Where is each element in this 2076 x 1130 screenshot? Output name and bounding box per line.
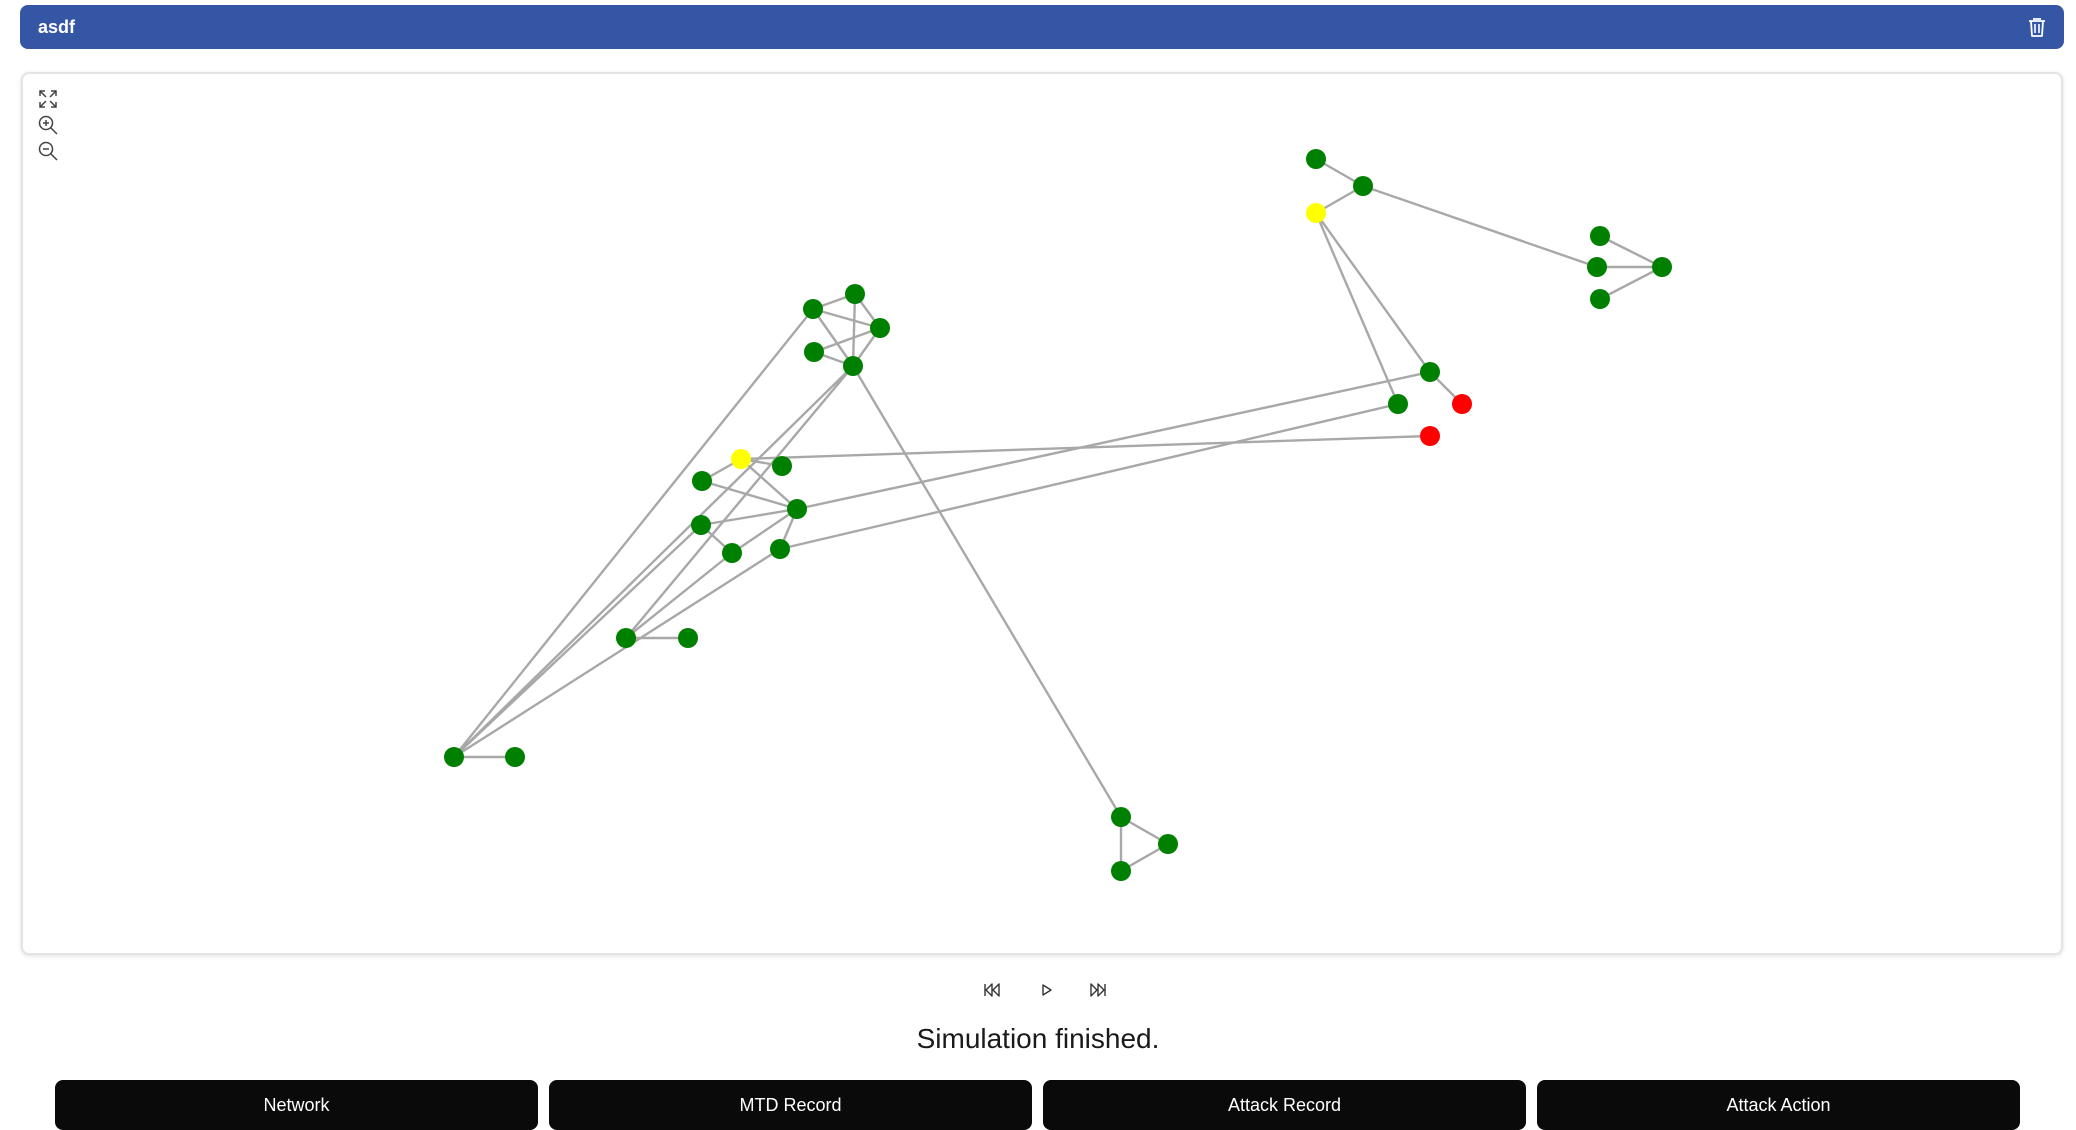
graph-edge bbox=[453, 365, 854, 758]
graph-node[interactable] bbox=[1420, 362, 1440, 382]
tab-attack-record[interactable]: Attack Record bbox=[1043, 1080, 1526, 1130]
graph-node[interactable] bbox=[692, 471, 712, 491]
graph-node[interactable] bbox=[1590, 289, 1610, 309]
zoom-out-icon[interactable] bbox=[37, 140, 59, 162]
graph-node-warning[interactable] bbox=[731, 449, 751, 469]
graph-edge bbox=[740, 458, 798, 510]
graph-edge bbox=[731, 508, 798, 554]
tab-mtd-record[interactable]: MTD Record bbox=[549, 1080, 1032, 1130]
graph-node[interactable] bbox=[772, 456, 792, 476]
graph-edge bbox=[796, 370, 1431, 511]
graph-node[interactable] bbox=[870, 318, 890, 338]
graph-edge bbox=[453, 524, 702, 758]
graph-node[interactable] bbox=[444, 747, 464, 767]
network-graph-panel bbox=[21, 72, 2063, 955]
tab-attack-action[interactable]: Attack Action bbox=[1537, 1080, 2020, 1130]
skip-forward-icon[interactable] bbox=[1086, 978, 1110, 1002]
graph-edge bbox=[813, 326, 881, 354]
scenario-header: asdf bbox=[20, 5, 2064, 49]
graph-edge bbox=[779, 402, 1399, 551]
graph-node[interactable] bbox=[770, 539, 790, 559]
graph-node[interactable] bbox=[1388, 394, 1408, 414]
graph-node[interactable] bbox=[1353, 176, 1373, 196]
skip-back-icon[interactable] bbox=[980, 978, 1004, 1002]
graph-edge bbox=[701, 479, 798, 511]
graph-edge bbox=[625, 552, 733, 639]
play-icon[interactable] bbox=[1034, 978, 1058, 1002]
graph-node[interactable] bbox=[616, 628, 636, 648]
graph-edge bbox=[851, 293, 857, 367]
graph-node[interactable] bbox=[787, 499, 807, 519]
graph-node[interactable] bbox=[843, 356, 863, 376]
network-graph[interactable] bbox=[23, 74, 2061, 953]
graph-node[interactable] bbox=[845, 284, 865, 304]
graph-node[interactable] bbox=[1111, 861, 1131, 881]
tab-network[interactable]: Network bbox=[55, 1080, 538, 1130]
graph-edge bbox=[1599, 265, 1663, 301]
graph-edge bbox=[1314, 212, 1400, 405]
graph-node[interactable] bbox=[1590, 226, 1610, 246]
graph-node[interactable] bbox=[1158, 834, 1178, 854]
graph-edge bbox=[1599, 234, 1663, 269]
graph-node-compromised[interactable] bbox=[1420, 426, 1440, 446]
graph-node[interactable] bbox=[804, 342, 824, 362]
graph-edge bbox=[453, 547, 781, 759]
graph-node[interactable] bbox=[722, 543, 742, 563]
zoom-in-icon[interactable] bbox=[37, 114, 59, 136]
graph-edge bbox=[1315, 212, 1431, 373]
graph-edge bbox=[851, 365, 1123, 818]
graph-node[interactable] bbox=[1652, 257, 1672, 277]
simulation-status: Simulation finished. bbox=[916, 1023, 1160, 1054]
fullscreen-icon[interactable] bbox=[37, 88, 59, 110]
scenario-title: asdf bbox=[38, 17, 76, 37]
graph-node[interactable] bbox=[803, 299, 823, 319]
graph-node[interactable] bbox=[691, 515, 711, 535]
graph-node[interactable] bbox=[505, 747, 525, 767]
graph-edge bbox=[625, 365, 854, 639]
graph-edge bbox=[1362, 184, 1598, 269]
graph-node-warning[interactable] bbox=[1306, 203, 1326, 223]
graph-node-compromised[interactable] bbox=[1452, 394, 1472, 414]
trash-icon[interactable] bbox=[2026, 16, 2048, 38]
graph-edge bbox=[812, 307, 881, 330]
graph-edge bbox=[453, 308, 814, 758]
graph-node[interactable] bbox=[1306, 149, 1326, 169]
graph-edge bbox=[812, 308, 854, 367]
graph-edge bbox=[700, 507, 798, 527]
graph-node[interactable] bbox=[1111, 807, 1131, 827]
graph-node[interactable] bbox=[1587, 257, 1607, 277]
graph-node[interactable] bbox=[678, 628, 698, 648]
